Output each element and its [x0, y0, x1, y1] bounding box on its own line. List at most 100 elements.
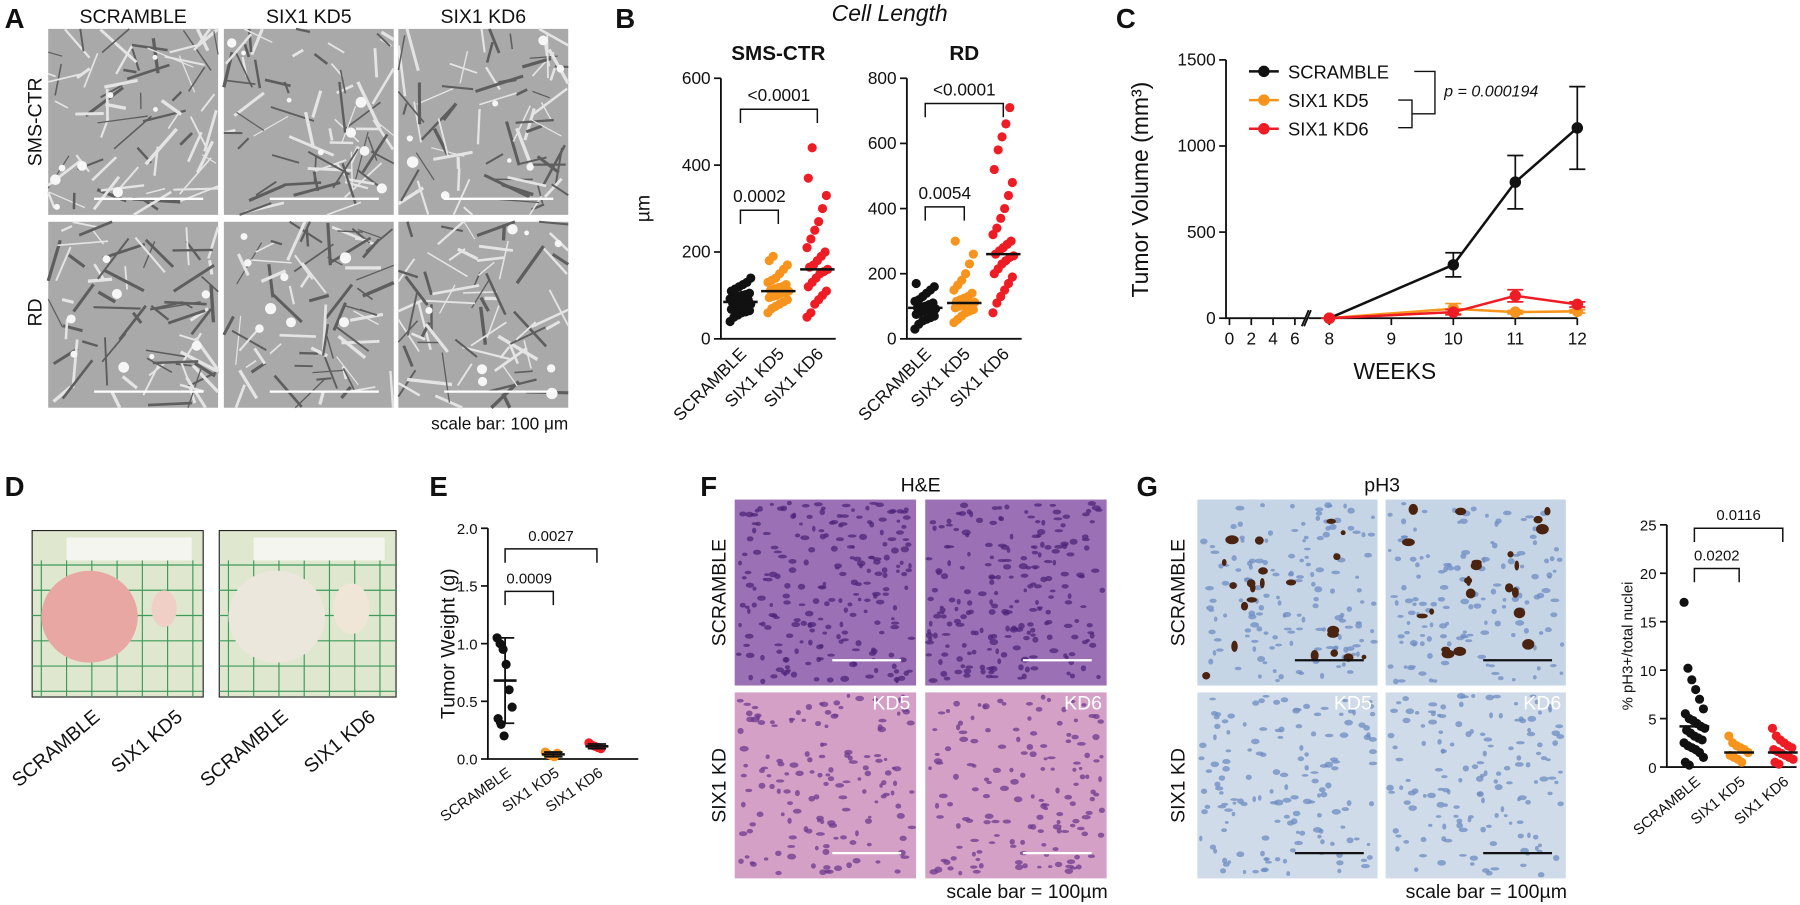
nucleus [1064, 868, 1074, 875]
nucleus [1492, 583, 1502, 587]
nucleus [1366, 842, 1371, 846]
row-header: SIX1 KD [1168, 748, 1190, 823]
nucleus [901, 524, 907, 529]
nucleus [1026, 743, 1034, 750]
nucleus [1213, 616, 1218, 622]
axis [486, 528, 639, 760]
nucleus [1052, 824, 1062, 830]
cell [236, 111, 265, 131]
nucleus [1317, 793, 1321, 798]
nucleus [1480, 597, 1486, 601]
cell [509, 33, 514, 50]
nucleus [1046, 697, 1052, 703]
stained-cell [1504, 583, 1514, 593]
nucleus [937, 711, 946, 715]
nucleus [1403, 800, 1411, 805]
nucleus [895, 803, 902, 809]
nucleus [856, 560, 866, 567]
nucleus [1079, 774, 1086, 780]
nucleus [1442, 823, 1447, 830]
nucleus [1502, 597, 1507, 602]
nucleus [1020, 751, 1028, 755]
panel-title: H&E [901, 475, 941, 497]
nucleus [891, 547, 899, 554]
nucleus [1409, 556, 1417, 562]
nucleus [765, 754, 770, 760]
nucleus [798, 603, 806, 607]
nucleus [815, 832, 825, 836]
inset-label: KD6 [1064, 693, 1102, 715]
nucleus [824, 709, 832, 715]
p-value: 0.0027 [528, 528, 574, 545]
cell [253, 347, 267, 365]
nucleus [1421, 625, 1428, 629]
nucleus [1493, 779, 1499, 784]
y-tick-label: 400 [868, 198, 897, 218]
nucleus [1419, 555, 1424, 560]
stained-cell [1259, 578, 1265, 589]
cell [415, 152, 435, 181]
nucleus [808, 795, 816, 802]
nucleus [1237, 521, 1243, 527]
micrograph [47, 27, 220, 216]
stained-cell [1202, 671, 1211, 680]
nucleus [812, 598, 820, 604]
nucleus [1001, 701, 1007, 706]
nucleus [826, 677, 834, 683]
nucleus [1532, 526, 1537, 532]
nucleus [1240, 538, 1245, 543]
nucleus [997, 558, 1007, 563]
data-point [1788, 754, 1798, 764]
nucleus [989, 638, 999, 646]
nucleus [774, 643, 783, 647]
nucleus [1075, 864, 1082, 870]
nucleus [1525, 799, 1531, 805]
nucleus [1520, 863, 1527, 868]
cell [501, 392, 512, 409]
x-tick-label: 2 [1246, 329, 1256, 349]
panel-letter: E [429, 471, 447, 502]
nucleus [1439, 585, 1449, 590]
cell [311, 90, 323, 118]
cell [144, 127, 178, 166]
nucleus [1231, 811, 1236, 817]
cell [339, 69, 347, 94]
data-point [802, 243, 812, 253]
cell [260, 269, 287, 283]
nucleus [871, 647, 876, 653]
nucleus [1046, 756, 1056, 760]
nucleus [1066, 732, 1072, 737]
data-point [499, 731, 509, 741]
cell-body [317, 149, 324, 156]
data-point [967, 288, 977, 298]
nucleus [865, 505, 870, 511]
nucleus [1464, 639, 1473, 643]
cell [47, 72, 56, 78]
cell-body [339, 252, 352, 264]
cell [452, 178, 471, 216]
cell [213, 31, 219, 55]
nucleus [1366, 855, 1373, 860]
nucleus [1048, 865, 1053, 868]
cell [441, 352, 451, 403]
cell [209, 284, 216, 323]
nucleus [928, 678, 938, 683]
nucleus [1314, 586, 1323, 593]
nucleus [1054, 529, 1064, 533]
stained-cell [1471, 559, 1482, 565]
data-point [746, 273, 756, 283]
nucleus [1002, 819, 1012, 824]
nucleus [945, 644, 950, 648]
nucleus [901, 572, 908, 577]
cell-body [53, 203, 60, 210]
nucleus [1484, 620, 1488, 625]
cell [250, 361, 267, 374]
cell-body [506, 158, 512, 163]
data-point [782, 260, 792, 270]
data-point [507, 702, 517, 712]
nucleus [1020, 573, 1029, 578]
nucleus [1005, 625, 1010, 632]
nucleus [1352, 709, 1356, 716]
cell [437, 220, 465, 246]
cell [115, 45, 134, 75]
